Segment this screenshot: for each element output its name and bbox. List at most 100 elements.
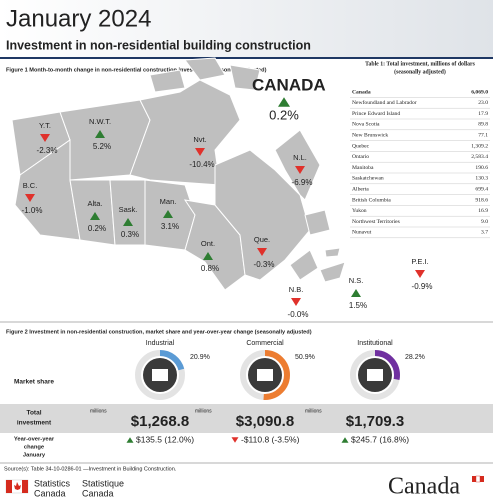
unit: millions xyxy=(90,408,107,414)
table-cell: Nunavut xyxy=(352,230,372,236)
agency-fr: Canada xyxy=(82,488,114,498)
table-cell: Northwest Territories xyxy=(352,219,400,225)
title: January 2024 xyxy=(6,5,151,32)
row-label: January xyxy=(23,453,46,459)
region-label: P.E.I. xyxy=(411,257,428,266)
sector-icon-detail xyxy=(367,369,383,381)
yoy-value: $135.5 (12.0%) xyxy=(136,434,194,444)
flag xyxy=(5,479,29,494)
agency-en: Canada xyxy=(34,488,66,498)
table-cell: 9.0 xyxy=(481,219,488,225)
total-band xyxy=(0,404,493,433)
region-value: -0.0% xyxy=(288,310,309,319)
agency-en: Statistics xyxy=(34,478,71,488)
region-value: 0.3% xyxy=(121,230,139,239)
table-cell: 23.0 xyxy=(478,100,488,106)
region-label: Ont. xyxy=(201,239,215,248)
table-cell: 918.6 xyxy=(475,197,488,203)
region-value: 5.2% xyxy=(93,142,111,151)
table-cell: 89.8 xyxy=(478,122,488,128)
arrow-up xyxy=(203,252,213,260)
header-rule xyxy=(0,57,493,59)
region-value: 0.2% xyxy=(88,224,106,233)
table-cell: Manitoba xyxy=(352,165,374,171)
table-cell: 16.9 xyxy=(478,208,488,214)
table-cell: Yukon xyxy=(352,208,367,214)
region-label: Y.T. xyxy=(39,121,51,130)
table-cell: 1,309.2 xyxy=(471,143,488,149)
region-value: -2.3% xyxy=(37,146,58,155)
share-label: 50.9% xyxy=(295,354,315,361)
table-title: Table 1: Total investment, millions of d… xyxy=(365,61,476,67)
table-cell: 130.3 xyxy=(475,176,488,182)
sector-icon-detail xyxy=(257,369,273,381)
canada-value: 0.2% xyxy=(269,107,299,122)
wordmark: Canada xyxy=(388,474,460,500)
agency-fr: Statistique xyxy=(82,478,124,488)
region-value: -6.9% xyxy=(292,178,313,187)
table-cell: Saskatchewan xyxy=(352,176,384,182)
total-value: $3,090.8 xyxy=(236,413,294,430)
table-cell: 17.9 xyxy=(478,111,488,117)
donut-arc xyxy=(135,350,185,400)
arrow-down xyxy=(231,437,239,443)
region-label: B.C. xyxy=(23,181,38,190)
table-cell: 77.1 xyxy=(478,132,488,138)
table-cell: Canada xyxy=(352,89,371,95)
map xyxy=(11,57,346,291)
row-label: Total xyxy=(26,410,41,417)
table-title: (seasonally adjusted) xyxy=(394,68,446,75)
table-cell: 3.7 xyxy=(481,230,488,236)
figure2-title: Figure 2 Investment in non-residential c… xyxy=(6,329,312,335)
header-band xyxy=(0,0,493,58)
table-cell: British Columbia xyxy=(352,197,391,203)
unit: millions xyxy=(195,408,212,414)
canada-label: CANADA xyxy=(252,75,326,94)
region-label: N.B. xyxy=(289,285,304,294)
subtitle: Investment in non-residential building c… xyxy=(6,38,311,52)
row-label: change xyxy=(24,445,45,451)
table-cell: Newfoundland and Labrador xyxy=(352,99,417,106)
arrow-up xyxy=(351,289,361,297)
arrow-down xyxy=(195,148,205,156)
table-cell: New Brunswick xyxy=(352,132,388,138)
table-cell: 6,069.0 xyxy=(471,89,488,95)
source: Source(s): Table 34-10-0286-01 —Investme… xyxy=(4,466,177,472)
row-label: Year-over-year xyxy=(14,437,55,443)
figure1-title: Figure 1 Month-to-month change in non-re… xyxy=(6,67,267,73)
region-value: 1.5% xyxy=(349,301,367,310)
region-label: N.L. xyxy=(293,153,307,162)
region-label: Alta. xyxy=(87,199,102,208)
arrow-up xyxy=(341,437,349,443)
arrow-up xyxy=(163,210,173,218)
region-label: Sask. xyxy=(119,205,138,214)
share-label: 20.9% xyxy=(190,354,210,361)
arrow-up xyxy=(123,218,133,226)
total-value: $1,268.8 xyxy=(131,413,189,430)
arrow-down xyxy=(25,194,35,202)
sector-icon-detail xyxy=(152,369,168,381)
arrow-down xyxy=(40,134,50,142)
sector-name: Commercial xyxy=(246,340,284,347)
table-cell: 190.6 xyxy=(475,165,488,171)
arrow-down xyxy=(295,166,305,174)
table-cell: Ontario xyxy=(352,154,369,160)
arrow-up xyxy=(126,437,134,443)
table-cell: Nova Scotia xyxy=(352,122,380,128)
table-cell: Quebec xyxy=(352,143,370,149)
region-value: -1.0% xyxy=(22,206,43,215)
share-label: 28.2% xyxy=(405,354,425,361)
yoy-value: -$110.8 (-3.5%) xyxy=(241,434,300,444)
arrow-up xyxy=(95,130,105,138)
region-label: Man. xyxy=(160,197,177,206)
region-value: 0.8% xyxy=(201,264,219,273)
table-cell: Alberta xyxy=(352,186,369,192)
sector-name: Institutional xyxy=(357,340,393,347)
region-label: N.W.T. xyxy=(89,117,111,126)
region-label: Nvt. xyxy=(193,135,206,144)
table-cell: 2,583.4 xyxy=(471,154,488,160)
wordmark-flag xyxy=(472,475,484,483)
sector-name: Industrial xyxy=(146,340,175,347)
total-value: $1,709.3 xyxy=(346,413,404,430)
